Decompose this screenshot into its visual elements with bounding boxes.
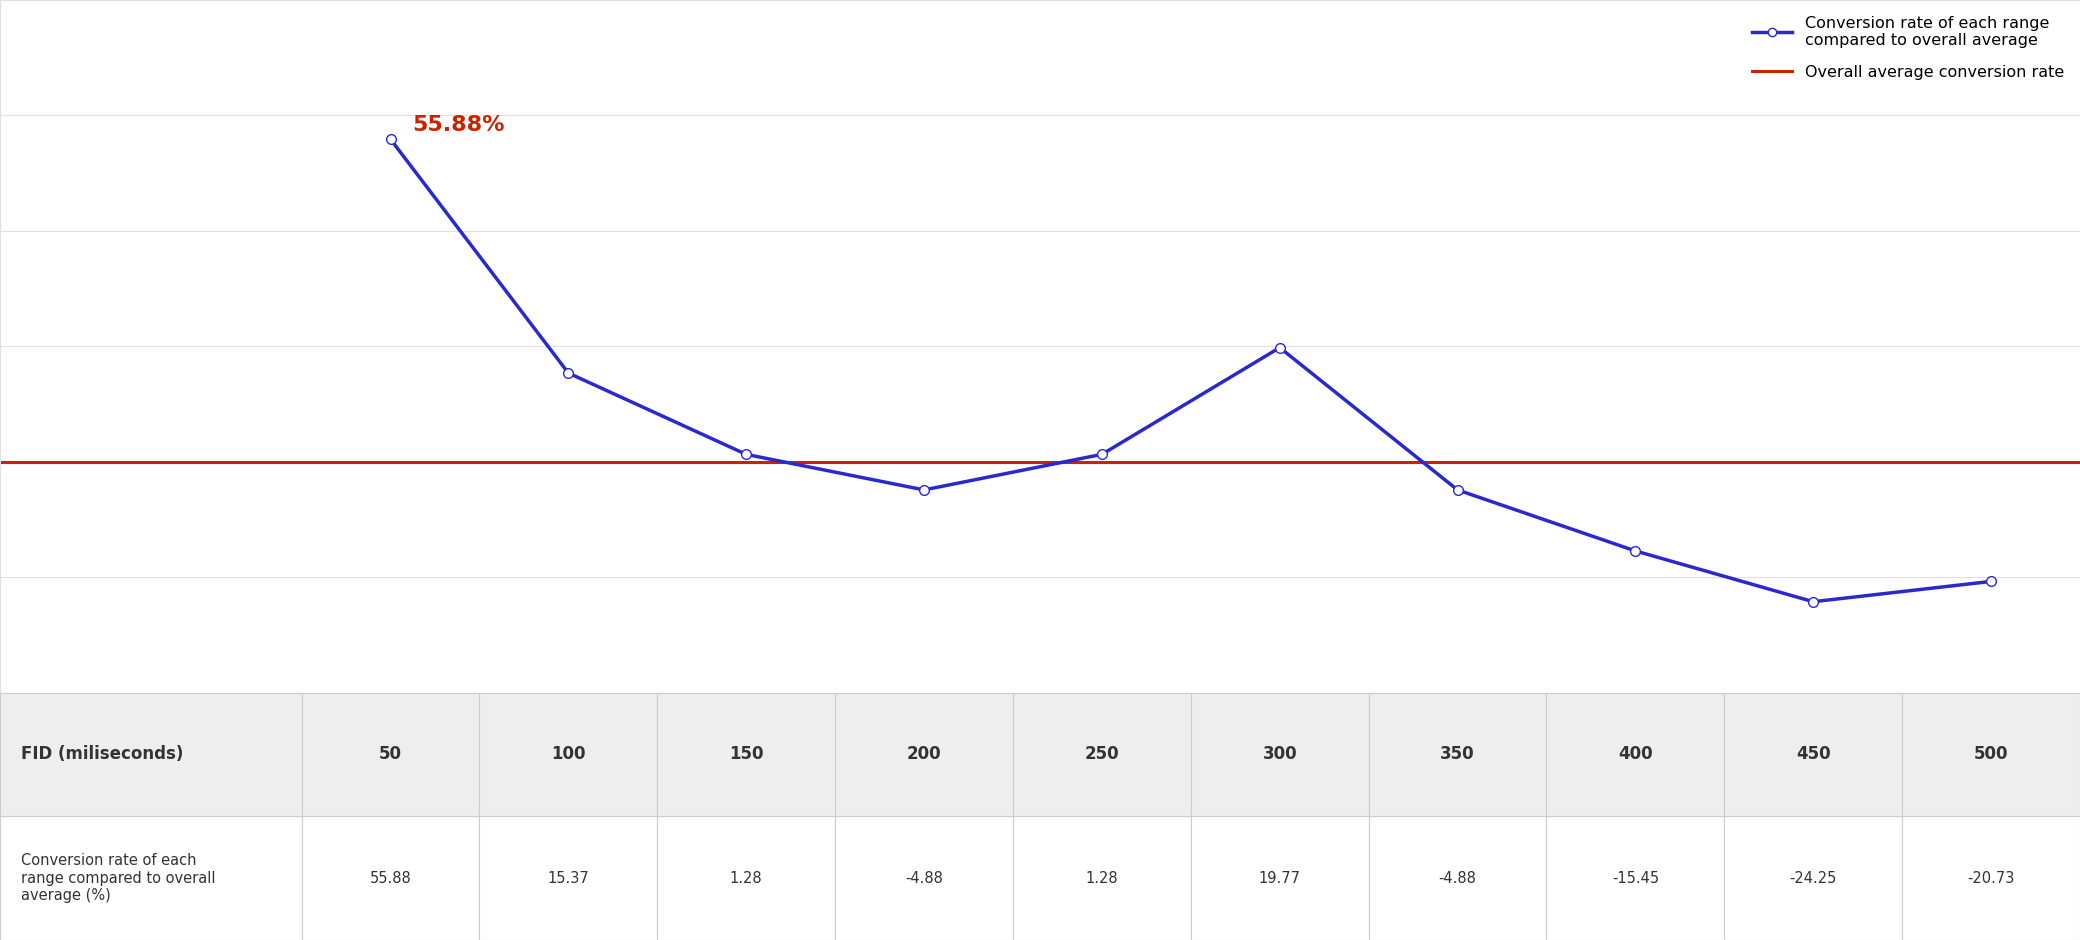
Text: 500: 500 bbox=[1974, 745, 2009, 763]
Text: 350: 350 bbox=[1439, 745, 1475, 763]
FancyBboxPatch shape bbox=[1190, 816, 1369, 940]
Text: 450: 450 bbox=[1795, 745, 1830, 763]
FancyBboxPatch shape bbox=[0, 816, 302, 940]
Text: FID (miliseconds): FID (miliseconds) bbox=[21, 745, 183, 763]
Text: -15.45: -15.45 bbox=[1612, 870, 1660, 885]
FancyBboxPatch shape bbox=[302, 693, 478, 816]
FancyBboxPatch shape bbox=[657, 816, 834, 940]
Text: 19.77: 19.77 bbox=[1258, 870, 1300, 885]
Text: 400: 400 bbox=[1618, 745, 1654, 763]
Legend: Conversion rate of each range
compared to overall average, Overall average conve: Conversion rate of each range compared t… bbox=[1745, 8, 2072, 88]
FancyBboxPatch shape bbox=[834, 816, 1013, 940]
FancyBboxPatch shape bbox=[302, 816, 478, 940]
Text: 1.28: 1.28 bbox=[730, 870, 763, 885]
Text: 15.37: 15.37 bbox=[547, 870, 589, 885]
FancyBboxPatch shape bbox=[1013, 693, 1190, 816]
Text: -24.25: -24.25 bbox=[1789, 870, 1837, 885]
Text: 55.88%: 55.88% bbox=[412, 115, 503, 134]
FancyBboxPatch shape bbox=[1545, 816, 1724, 940]
Text: Conversion rate of each
range compared to overall
average (%): Conversion rate of each range compared t… bbox=[21, 854, 216, 903]
Text: 250: 250 bbox=[1084, 745, 1119, 763]
FancyBboxPatch shape bbox=[1369, 816, 1545, 940]
FancyBboxPatch shape bbox=[1724, 816, 1901, 940]
FancyBboxPatch shape bbox=[1901, 816, 2080, 940]
FancyBboxPatch shape bbox=[478, 693, 657, 816]
FancyBboxPatch shape bbox=[1724, 693, 1901, 816]
Text: 55.88: 55.88 bbox=[370, 870, 412, 885]
FancyBboxPatch shape bbox=[478, 816, 657, 940]
FancyBboxPatch shape bbox=[1901, 693, 2080, 816]
Text: 1.28: 1.28 bbox=[1086, 870, 1119, 885]
Text: -4.88: -4.88 bbox=[905, 870, 942, 885]
FancyBboxPatch shape bbox=[0, 693, 302, 816]
Text: -4.88: -4.88 bbox=[1439, 870, 1477, 885]
Text: 200: 200 bbox=[907, 745, 942, 763]
Text: 300: 300 bbox=[1263, 745, 1298, 763]
FancyBboxPatch shape bbox=[1013, 816, 1190, 940]
FancyBboxPatch shape bbox=[834, 693, 1013, 816]
Text: 50: 50 bbox=[379, 745, 401, 763]
FancyBboxPatch shape bbox=[657, 693, 834, 816]
Text: 100: 100 bbox=[551, 745, 587, 763]
FancyBboxPatch shape bbox=[1190, 693, 1369, 816]
Text: -20.73: -20.73 bbox=[1968, 870, 2016, 885]
Text: 150: 150 bbox=[728, 745, 763, 763]
FancyBboxPatch shape bbox=[1545, 693, 1724, 816]
FancyBboxPatch shape bbox=[1369, 693, 1545, 816]
